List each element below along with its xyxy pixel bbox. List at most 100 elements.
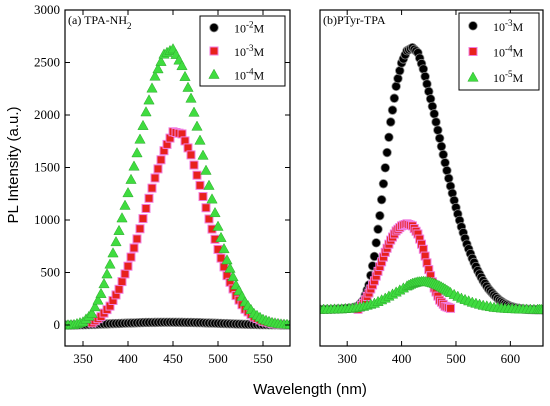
data-point bbox=[138, 214, 148, 224]
data-point bbox=[371, 238, 381, 248]
data-point bbox=[147, 183, 157, 193]
panel-label: (b)PTyr-TPA bbox=[323, 13, 386, 27]
data-layer bbox=[320, 42, 543, 315]
data-point bbox=[537, 303, 543, 314]
data-point bbox=[182, 81, 194, 92]
data-point bbox=[227, 270, 239, 282]
data-point bbox=[188, 106, 200, 117]
data-point bbox=[110, 235, 122, 247]
data-point bbox=[369, 251, 380, 262]
data-point bbox=[134, 133, 146, 144]
data-point bbox=[119, 199, 131, 210]
x-axis-label: Wavelength (nm) bbox=[253, 381, 367, 398]
data-point bbox=[395, 66, 405, 76]
series-triangle bbox=[320, 275, 543, 314]
data-point bbox=[201, 203, 211, 213]
x-tick-label: 550 bbox=[253, 351, 273, 366]
data-point bbox=[384, 132, 394, 142]
data-point bbox=[86, 307, 98, 318]
data-point bbox=[206, 193, 218, 204]
data-point bbox=[195, 180, 205, 190]
y-tick-label: 1000 bbox=[34, 212, 60, 227]
data-point bbox=[197, 149, 209, 160]
legend: 10-2M 10-3M 10-4M bbox=[199, 15, 286, 87]
data-point bbox=[378, 179, 389, 189]
y-tick-label: 3000 bbox=[34, 2, 60, 17]
data-point bbox=[186, 150, 196, 160]
legend-marker bbox=[468, 47, 478, 56]
legend-label: 10-4M bbox=[234, 66, 265, 82]
data-point bbox=[185, 92, 197, 103]
y-tick-label: 500 bbox=[41, 265, 61, 280]
data-point bbox=[440, 158, 450, 168]
data-point bbox=[141, 203, 151, 213]
data-point bbox=[132, 234, 142, 244]
data-point bbox=[212, 220, 224, 231]
data-point bbox=[192, 170, 202, 180]
data-point bbox=[380, 163, 390, 173]
legend-marker bbox=[468, 21, 478, 31]
data-point bbox=[95, 287, 107, 298]
data-point bbox=[442, 165, 452, 176]
data-point bbox=[116, 212, 128, 223]
data-point bbox=[120, 269, 130, 279]
data-point bbox=[434, 133, 445, 143]
data-point bbox=[107, 247, 119, 258]
x-tick-label: 500 bbox=[446, 351, 466, 366]
data-point bbox=[224, 262, 236, 273]
data-point bbox=[203, 179, 215, 190]
x-tick-label: 350 bbox=[73, 351, 93, 366]
data-point bbox=[438, 149, 448, 160]
data-point bbox=[113, 224, 125, 235]
data-point bbox=[391, 81, 401, 92]
panel-a: 350 400 450 500 550 0 500 1000 1500 2000 2500 3000 (… bbox=[34, 2, 291, 366]
y-tick-label: 2500 bbox=[34, 55, 60, 70]
data-point bbox=[129, 243, 139, 253]
data-point bbox=[137, 119, 149, 130]
data-point bbox=[376, 195, 387, 205]
data-point bbox=[198, 192, 208, 202]
data-point bbox=[375, 210, 385, 221]
data-point bbox=[117, 277, 127, 287]
data-point bbox=[122, 186, 134, 198]
data-point bbox=[176, 59, 188, 71]
x-tick-label: 400 bbox=[392, 351, 412, 366]
data-point bbox=[191, 120, 203, 131]
y-axis-label: PL Intensity (a.u.) bbox=[5, 106, 22, 223]
data-point bbox=[92, 294, 104, 305]
x-tick-label: 500 bbox=[208, 351, 228, 366]
data-point bbox=[149, 70, 161, 81]
panel-b: 300 400 500 600 (b)PTyr-TPA 10-3M 10-4M 10-5M bbox=[319, 9, 544, 366]
data-point bbox=[128, 160, 140, 171]
data-point bbox=[387, 105, 398, 115]
data-point bbox=[150, 173, 160, 183]
data-point bbox=[433, 125, 443, 135]
data-point bbox=[389, 93, 400, 103]
plot-frame bbox=[319, 9, 544, 347]
data-point bbox=[431, 117, 441, 127]
x-tick-label: 300 bbox=[337, 351, 357, 366]
data-point bbox=[215, 231, 227, 242]
data-point bbox=[393, 73, 403, 84]
data-point bbox=[444, 173, 454, 184]
data-point bbox=[114, 284, 124, 294]
data-point bbox=[373, 224, 383, 234]
series-triangle bbox=[65, 43, 290, 330]
data-point bbox=[156, 155, 166, 165]
data-point bbox=[98, 277, 110, 289]
legend-marker bbox=[209, 46, 219, 56]
data-point bbox=[436, 141, 447, 152]
panel-label: (a) TPA-NH2 bbox=[68, 13, 132, 31]
data-point bbox=[155, 55, 167, 66]
data-point bbox=[135, 224, 145, 234]
y-tick-label: 1500 bbox=[34, 160, 60, 175]
data-point bbox=[101, 268, 113, 279]
legend-label: 10-2M bbox=[234, 20, 265, 36]
data-point bbox=[143, 94, 155, 105]
y-tick-label: 0 bbox=[54, 317, 61, 332]
data-point bbox=[382, 147, 392, 158]
data-point bbox=[146, 82, 158, 93]
data-point bbox=[153, 164, 163, 174]
data-point bbox=[189, 160, 199, 170]
data-point bbox=[152, 63, 164, 74]
